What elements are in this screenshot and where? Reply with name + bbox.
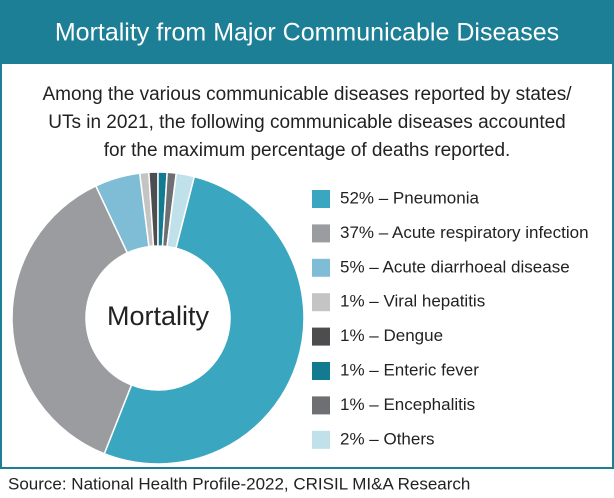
legend-label: 52% – Pneumonia (340, 188, 479, 207)
slice (166, 172, 196, 250)
slice (11, 184, 133, 455)
legend-swatch (312, 224, 330, 243)
legend-swatch (312, 362, 330, 380)
donut (11, 171, 305, 465)
legend-label: 5% – Acute diarrhoeal disease (340, 257, 570, 276)
legend-swatch (312, 258, 330, 277)
header (0, 0, 614, 64)
legend-swatch (312, 190, 330, 208)
legend-label: 1% – Viral hepatitis (340, 292, 485, 311)
subtitle: for the maximum percentage of deaths rep… (104, 140, 511, 161)
legend-label: 2% – Others (340, 429, 435, 448)
legend-label: 1% – Enteric fever (340, 360, 479, 379)
legend-label: 1% – Encephalitis (340, 395, 475, 414)
legend-label: 1% – Dengue (340, 326, 443, 345)
chart-title: Mortality from Major Communicable Diseas… (55, 19, 559, 47)
slice (103, 175, 305, 465)
legend-label: 37% – Acute respiratory infection (340, 223, 589, 242)
subtitle: UTs in 2021, the following communicable … (48, 112, 566, 133)
subtitle: Among the various communicable diseases … (42, 84, 572, 105)
legend-swatch (312, 396, 330, 415)
legend-swatch (312, 293, 330, 312)
source: Source: National Health Profile-2022, CR… (8, 474, 470, 493)
legend-swatch (312, 327, 330, 346)
legend-swatch (312, 430, 330, 449)
center-label: Mortality (107, 301, 210, 331)
